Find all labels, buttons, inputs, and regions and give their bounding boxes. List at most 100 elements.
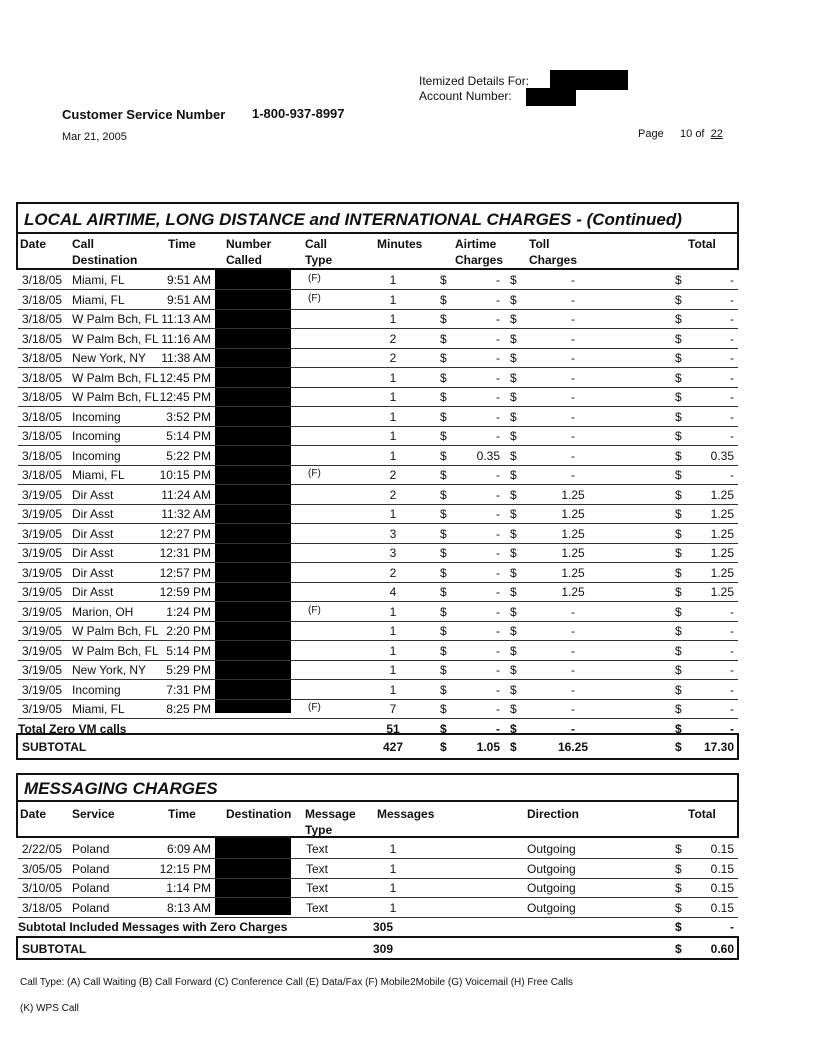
total-value: 1.25 [710, 565, 734, 580]
airtime-currency: $ [440, 663, 447, 677]
toll-currency: $ [510, 546, 517, 560]
msg-direction: Outgoing [527, 842, 576, 856]
toll-currency: $ [510, 565, 517, 580]
call-minutes: 7 [389, 702, 397, 716]
page-number: 10 of 22 [680, 128, 723, 140]
total-currency: $ [675, 312, 682, 326]
call-time: 9:51 AM [166, 292, 211, 307]
toll-currency: $ [510, 409, 517, 424]
table-row: 3/19/05 Miami, FL 8:25 PM (F) 7 $ - $ - $ - [18, 699, 738, 719]
toll-currency: $ [510, 273, 517, 287]
total-currency: $ [675, 429, 682, 443]
airtime-currency: $ [440, 643, 447, 658]
included-messages: 305 [373, 920, 394, 934]
table-row: 3/18/05 New York, NY 11:38 AM 2 $ - $ - $ - [18, 348, 738, 368]
call-minutes: 3 [389, 546, 397, 560]
total-currency: $ [675, 565, 682, 580]
toll-value: - [571, 312, 575, 326]
table-row: 3/10/05 Poland 1:14 PM Text 1 Outgoing $0.15 [18, 878, 738, 898]
table-row: 3/18/05 Miami, FL 10:15 PM (F) 2 $ - $ - $ - [18, 465, 738, 485]
total-value: - [730, 624, 734, 638]
calls-title: LOCAL AIRTIME, LONG DISTANCE and INTERNA… [24, 210, 682, 229]
toll-currency: $ [510, 468, 517, 482]
call-minutes: 1 [389, 604, 397, 619]
msg-title: MESSAGING CHARGES [24, 779, 218, 798]
call-destination: Dir Asst [72, 507, 114, 521]
toll-value: 1.25 [561, 565, 585, 580]
airtime-currency: $ [440, 292, 447, 307]
calls-subtotal-row: SUBTOTAL 427 $1.05 $16.25 $17.30 [18, 737, 738, 756]
call-destination: W Palm Bch, FL [72, 312, 159, 326]
toll-currency: $ [510, 624, 517, 638]
call-type: (F) [308, 702, 321, 713]
page-label: Page [638, 128, 664, 140]
call-time: 11:24 AM [161, 487, 211, 502]
msg-type: Text [306, 861, 329, 876]
airtime-currency: $ [440, 546, 447, 560]
table-row: 3/18/05 Miami, FL 9:51 AM (F) 1 $ - $ - $ - [18, 270, 738, 290]
msg-count: 1 [389, 842, 397, 856]
total-value: - [730, 312, 734, 326]
col-number: Number Called [226, 237, 272, 267]
table-row: 3/18/05 Incoming 3:52 PM 1 $ - $ - $ - [18, 407, 738, 427]
toll-currency: $ [510, 487, 517, 502]
total-value: 1.25 [710, 526, 734, 541]
airtime-value: - [496, 312, 500, 326]
call-time: 1:24 PM [166, 604, 211, 619]
airtime-currency: $ [440, 448, 447, 463]
call-minutes: 2 [389, 487, 397, 502]
toll-value: - [571, 390, 575, 404]
call-minutes: 1 [389, 409, 397, 424]
msg-type: Text [306, 900, 329, 915]
toll-currency: $ [510, 585, 517, 599]
table-row: 3/19/05 Incoming 7:31 PM 1 $ - $ - $ - [18, 680, 738, 700]
subtotal-label: SUBTOTAL [22, 740, 87, 754]
airtime-value: - [496, 351, 500, 365]
airtime-value: - [496, 429, 500, 443]
toll-value: - [571, 331, 575, 346]
total-currency: $ [675, 740, 682, 754]
total-currency: $ [675, 526, 682, 541]
total-currency: $ [675, 900, 682, 915]
included-label: Subtotal Included Messages with Zero Cha… [18, 920, 288, 934]
statement-date: Mar 21, 2005 [62, 131, 127, 143]
msg-type: Text [306, 881, 329, 895]
call-time: 11:13 AM [161, 312, 211, 326]
call-date: 3/19/05 [22, 585, 63, 599]
redacted-name [550, 70, 628, 90]
call-minutes: 1 [389, 273, 397, 287]
msg-type: Text [306, 842, 329, 856]
col-total: Total [688, 237, 716, 251]
call-time: 11:38 AM [161, 351, 211, 365]
call-destination: New York, NY [72, 351, 147, 365]
cs-label: Customer Service Number [62, 107, 226, 122]
call-date: 3/18/05 [22, 390, 63, 404]
msg-service: Poland [72, 842, 110, 856]
total-value: - [730, 351, 734, 365]
msg-date: 3/05/05 [22, 861, 63, 876]
total-currency: $ [675, 331, 682, 346]
table-row: 3/19/05 Dir Asst 11:32 AM 1 $ - $1.25 $1.25 [18, 504, 738, 524]
zero-vm-label: Total Zero VM calls [18, 721, 127, 736]
airtime-value: - [496, 273, 500, 287]
toll-currency: $ [510, 370, 517, 385]
msg-title-box [16, 773, 739, 802]
total-value: - [730, 604, 734, 619]
total-value: - [730, 390, 734, 404]
msg-service: Poland [72, 881, 110, 895]
msg-time: 12:15 PM [159, 861, 211, 876]
airtime-value: - [496, 682, 500, 697]
toll-currency: $ [510, 292, 517, 307]
toll-currency: $ [510, 390, 517, 404]
call-date: 3/19/05 [22, 624, 63, 638]
included-row: Subtotal Included Messages with Zero Cha… [18, 917, 738, 936]
toll-value: - [571, 429, 575, 443]
call-destination: Dir Asst [72, 526, 114, 541]
table-row: 3/18/05 Incoming 5:22 PM 1 $0.35 $ - $0.35 [18, 446, 738, 466]
call-time: 12:45 PM [159, 390, 211, 404]
toll-value: - [571, 721, 575, 736]
msg-total: 0.15 [710, 861, 734, 876]
call-destination: Dir Asst [72, 565, 114, 580]
toll-value: - [571, 292, 575, 307]
call-destination: Incoming [72, 682, 121, 697]
